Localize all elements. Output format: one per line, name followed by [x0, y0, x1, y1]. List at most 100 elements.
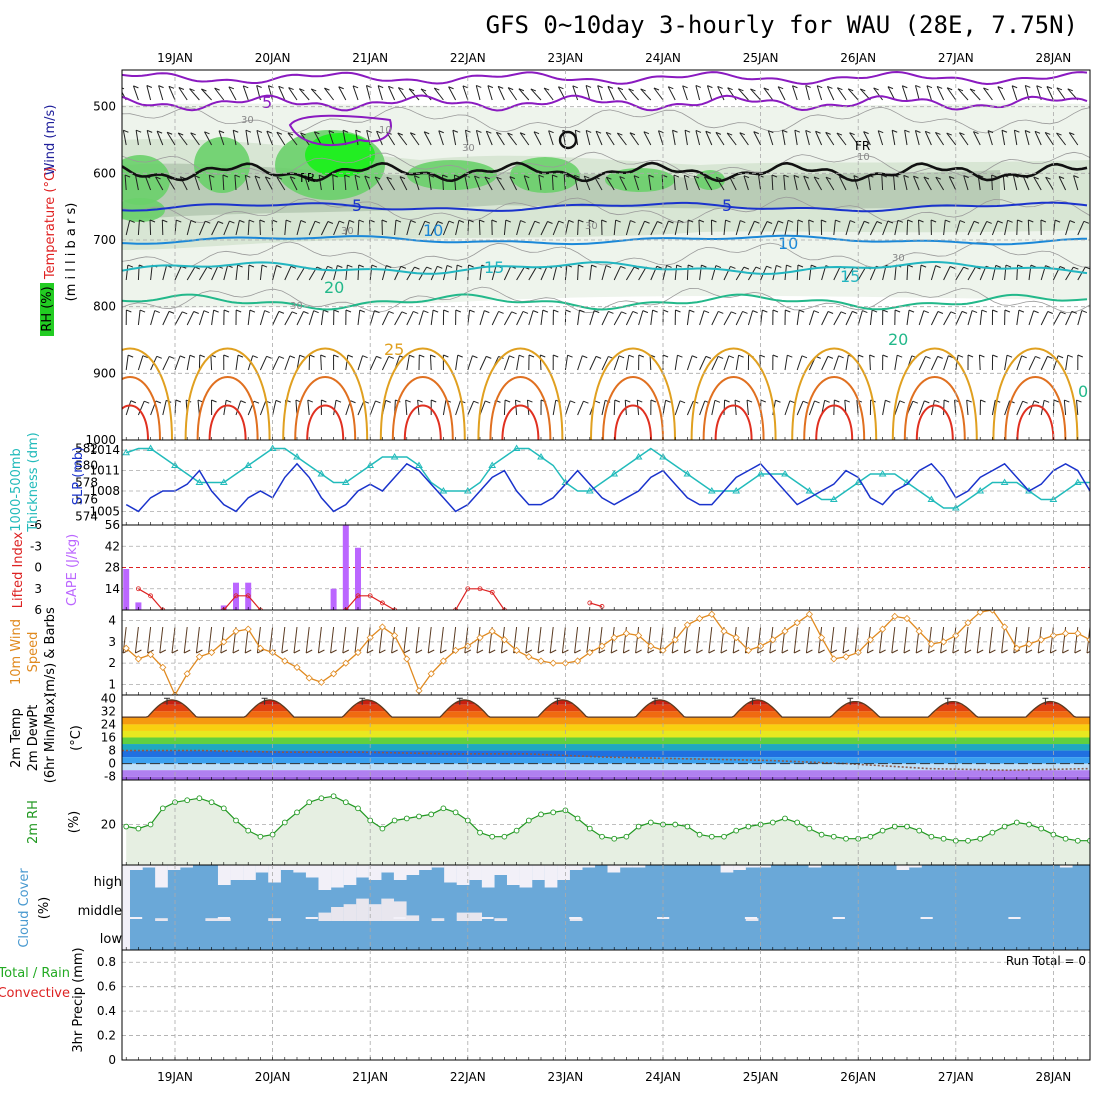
wind-barb-flag [267, 356, 272, 358]
rh2m-tick: 20 [101, 818, 116, 832]
wind-barb [614, 312, 621, 325]
rh2m-point [612, 836, 617, 841]
wind-barb [169, 86, 175, 100]
wind-barb-flag [1005, 310, 1010, 312]
wind-barb-flag [753, 311, 758, 313]
isotherm-arch [704, 377, 764, 440]
wind-barb [211, 355, 212, 370]
wind-barb-flag [872, 310, 877, 312]
wind10-barb [587, 627, 590, 653]
wind-barb-flag [883, 355, 888, 357]
ylabel-temp2m-c: (6hr Min/Max) [43, 693, 58, 783]
wind-barb [809, 311, 813, 325]
chart-title: GFS 0~10day 3-hourly for WAU (28E, 7.75N… [486, 11, 1078, 39]
wind10-barb [892, 627, 895, 653]
rh2m-point [246, 828, 251, 833]
wind10-barb-flag [294, 650, 300, 653]
wind-barb-flag [934, 400, 939, 402]
wind10-barb-flag [611, 650, 617, 653]
wind10-barb-flag [221, 650, 227, 653]
wind-barb [1078, 311, 1082, 325]
wind-barb-flag [938, 312, 943, 314]
rh2m-point [831, 834, 836, 839]
rh2m-point [221, 806, 226, 811]
wind10-barb-flag [416, 650, 422, 653]
wind-barb [339, 87, 346, 100]
date-label-bottom: 23JAN [548, 1070, 584, 1084]
li-line [456, 589, 505, 610]
wind-barb [590, 356, 596, 370]
wind-barb [378, 86, 382, 100]
rh2m-point [1063, 836, 1068, 841]
wind-barb-flag [279, 311, 284, 313]
wind-barb-flag [1044, 400, 1049, 402]
wind-barb [480, 311, 484, 325]
wind10-barb-flag [343, 650, 349, 653]
pressure-tick-label: 500 [93, 100, 116, 114]
ylabel-cloud-b: (%) [37, 897, 52, 920]
wind10-barb [428, 627, 431, 653]
wind-barb-flag [568, 355, 573, 357]
rh2m-point [331, 794, 336, 799]
wind10-barb [306, 627, 309, 653]
rh2m-point [417, 814, 422, 819]
wind10-barb-flag [843, 650, 849, 653]
wind-barb [797, 356, 802, 370]
cloud-high-clear [545, 865, 558, 888]
wind-barb-flag [238, 355, 243, 357]
wind10-barb-flag [977, 650, 983, 653]
wind-barb [614, 356, 619, 370]
wind-barb-flag [913, 401, 918, 403]
temp2m-bands [122, 695, 1090, 783]
wind-barb-flag [431, 400, 436, 402]
precip-grid: 0.80.60.40.20 [97, 955, 1090, 1067]
wind-barb-flag [182, 312, 187, 314]
wind-barb-flag [419, 355, 424, 357]
isotherm-arch [100, 377, 160, 440]
date-label-bottom: 26JAN [840, 1070, 876, 1084]
wind-barb-flag [458, 355, 463, 357]
slp-tick: 1011 [89, 464, 120, 478]
wind10-barb-flag [684, 650, 690, 653]
rh2m-point [441, 806, 446, 811]
wind10-point [831, 656, 837, 662]
wind10-barb-flag [184, 650, 190, 653]
temp-band [122, 744, 1090, 751]
cloud-middle-clear [356, 899, 369, 921]
wind-barb-flag [1022, 356, 1027, 358]
wind-barb-flag [595, 401, 600, 403]
isotherm-minus5-top [122, 72, 1087, 84]
wind10-barb-flag [806, 650, 812, 653]
wind-barb-flag [351, 401, 356, 403]
wind-barb [748, 311, 752, 325]
wind-barb [797, 220, 798, 235]
cloud-middle-clear [318, 913, 331, 921]
wind-barb [687, 310, 689, 325]
wind10-barb [148, 627, 151, 653]
wind10-barb-flag [489, 650, 495, 653]
cape-tick: 42 [105, 539, 120, 553]
wind-barb-flag [310, 355, 315, 357]
wind-barb-flag [718, 356, 723, 358]
wind-barb-flag [972, 311, 977, 313]
wind-barb [822, 311, 829, 325]
wind-barb [785, 355, 787, 370]
wind-barb [175, 356, 180, 370]
cloud-middle-clear [268, 918, 281, 921]
wind-barb-flag [858, 355, 863, 357]
wind10-barb-flag [636, 650, 642, 653]
wind10-barb [318, 627, 321, 653]
wind-barb [212, 310, 214, 325]
wind10-barb-flag [318, 650, 324, 653]
wind-barb [919, 220, 920, 235]
cloud-middle-clear [344, 904, 357, 921]
wind-barb [696, 85, 700, 100]
wind-barb [366, 85, 370, 100]
date-label-top: 25JAN [743, 51, 779, 65]
wind-barb-flag [253, 356, 258, 358]
wind-barb [1017, 220, 1018, 235]
wind-barb-flag [834, 400, 839, 402]
wind-barb [1064, 400, 1065, 415]
wind-barb [476, 85, 480, 100]
